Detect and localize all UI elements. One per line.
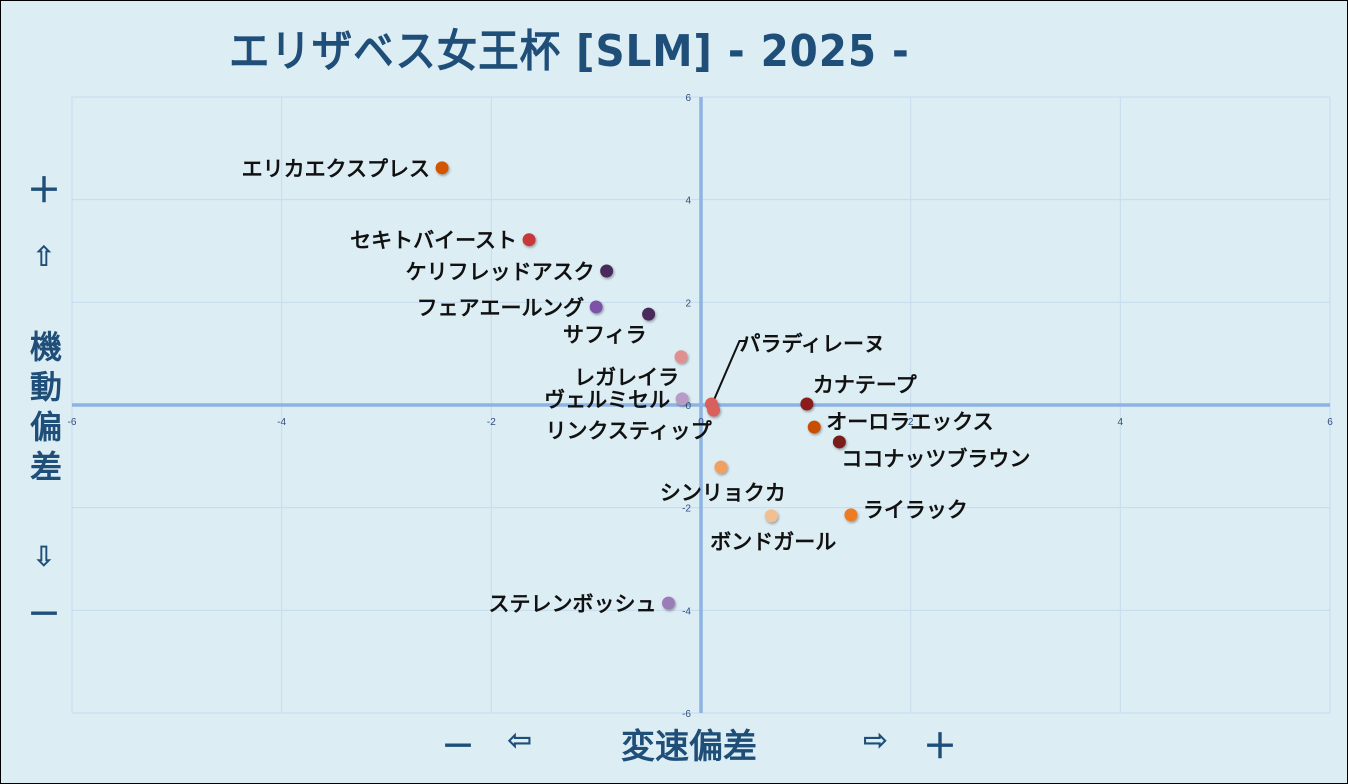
data-point (844, 508, 858, 522)
point-label: リンクスティップ (545, 419, 712, 443)
point-label: パラディレーヌ (739, 332, 885, 356)
x-tick-label: -2 (487, 417, 496, 428)
y-axis-plus: ＋ (27, 171, 61, 211)
point-labels: エリカエクスプレスセキトバイーストケリフレッドアスクフェアエールングサフィラレガ… (242, 157, 1031, 616)
data-point (674, 350, 688, 364)
data-point (589, 300, 603, 314)
point-label: ヴェルミセル (544, 388, 670, 412)
data-point (675, 392, 689, 406)
point-label: ケリフレッドアスク (406, 260, 595, 284)
right-arrow-icon: ⇨ (863, 723, 889, 758)
left-arrow-icon: ⇦ (507, 723, 533, 758)
data-point (707, 403, 721, 417)
y-axis-minus: － (27, 595, 61, 635)
up-arrow-icon: ⇧ (32, 240, 56, 273)
data-point (807, 420, 821, 434)
data-point (435, 161, 449, 175)
data-point (642, 307, 656, 321)
point-label: エリカエクスプレス (242, 157, 430, 181)
y-axis-label-char-1: 機 (29, 328, 62, 366)
x-tick-label: -4 (277, 417, 286, 428)
y-tick-label: 4 (685, 196, 691, 207)
tick-labels: -6 -4 -2 0 2 4 6 6 4 2 0 -2 -4 -6 (68, 93, 1334, 720)
point-label: レガレイラ (574, 366, 679, 390)
data-point (522, 233, 536, 247)
point-label: カナテープ (813, 373, 918, 397)
y-tick-label: -6 (682, 709, 691, 720)
leader-lines (712, 339, 746, 402)
data-point (600, 264, 614, 278)
leader-line (712, 339, 746, 402)
x-tick-label: 4 (1118, 417, 1124, 428)
data-point (714, 460, 728, 474)
axes (72, 97, 1330, 713)
data-point (662, 596, 676, 610)
data-points (435, 161, 858, 610)
y-tick-label: 2 (685, 298, 691, 309)
x-tick-label: 6 (1327, 417, 1333, 428)
y-tick-label: -4 (682, 606, 691, 617)
data-point (800, 397, 814, 411)
y-axis-label-char-4: 差 (29, 448, 62, 486)
y-tick-label: 0 (685, 401, 691, 412)
y-axis-label-char-3: 偏 (29, 408, 62, 446)
down-arrow-icon: ⇩ (32, 540, 56, 573)
point-label: ライラック (863, 498, 968, 522)
point-label: フェアエールング (417, 296, 585, 320)
y-tick-label: -2 (682, 504, 691, 515)
data-point (764, 509, 778, 523)
x-axis-plus: ＋ (923, 727, 957, 767)
x-tick-label: 0 (698, 417, 704, 428)
chart-title: エリザベス女王杯 [SLM] - 2025 - (229, 26, 910, 77)
y-axis-label-char-2: 動 (29, 368, 62, 406)
point-label: ボンドガール (710, 530, 836, 554)
point-label: サフィラ (563, 323, 647, 347)
x-tick-label: -6 (68, 417, 77, 428)
point-label: ココナッツブラウン (841, 447, 1030, 471)
point-label: ステレンボッシュ (489, 592, 657, 616)
y-tick-label: 6 (685, 93, 691, 104)
x-tick-label: 2 (908, 417, 914, 428)
point-label: セキトバイースト (350, 229, 517, 253)
x-axis-minus: － (441, 727, 475, 767)
point-label: オーロラエックス (826, 410, 993, 434)
x-axis-label: 変速偏差 (621, 727, 757, 767)
data-point (832, 435, 846, 449)
point-label: シンリョクカ (660, 481, 786, 505)
